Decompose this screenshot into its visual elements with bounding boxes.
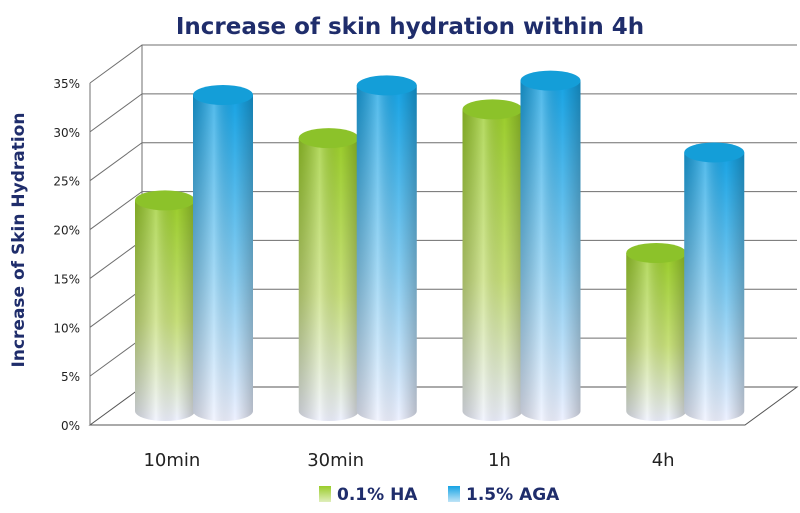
category-label: 1h (488, 450, 511, 471)
bar-shading (626, 252, 687, 422)
category-labels: 10min 30min 1h 4h (143, 450, 674, 471)
y-tick-label: 5% (61, 370, 80, 384)
y-tick-labels: 0% 5% 10% 15% 20% 25% 30% 35% (53, 77, 80, 433)
bar-top (626, 242, 687, 263)
y-tick-label: 0% (61, 419, 80, 433)
y-axis-label: Increase of Skin Hydration (9, 113, 29, 368)
bar-shading (356, 85, 417, 422)
category-label: 10min (143, 450, 200, 471)
bar-top (520, 70, 581, 91)
chart-title: Increase of skin hydration within 4h (176, 14, 644, 40)
y-tick-label: 25% (53, 175, 80, 189)
bar-top (684, 142, 745, 163)
bar-top (462, 99, 523, 120)
bar-top (298, 128, 359, 149)
floor-outline (88, 386, 799, 426)
legend-swatch-aga (448, 486, 460, 502)
bars (135, 70, 745, 422)
category-label: 4h (652, 450, 675, 471)
legend-label-ha: 0.1% HA (337, 485, 418, 505)
bar-shading (135, 200, 195, 421)
legend-label-aga: 1.5% AGA (466, 485, 560, 505)
legend-swatch-ha (319, 486, 331, 502)
bar-shading (298, 138, 359, 422)
y-tick-label: 15% (53, 272, 80, 286)
y-tick-label: 10% (53, 321, 80, 335)
y-tick-label: 35% (53, 77, 80, 91)
y-tick-label: 30% (53, 126, 80, 140)
bar-shading (684, 152, 745, 422)
bar-shading (462, 109, 523, 422)
y-tick-label: 20% (53, 224, 80, 238)
category-label: 30min (307, 450, 364, 471)
bar-top (356, 75, 417, 96)
gridline (89, 44, 797, 84)
bar-shading (193, 94, 253, 421)
bar-top (193, 84, 253, 105)
bar-shading (520, 80, 581, 422)
bar-top (135, 190, 195, 211)
legend: 0.1% HA 1.5% AGA (319, 485, 560, 505)
